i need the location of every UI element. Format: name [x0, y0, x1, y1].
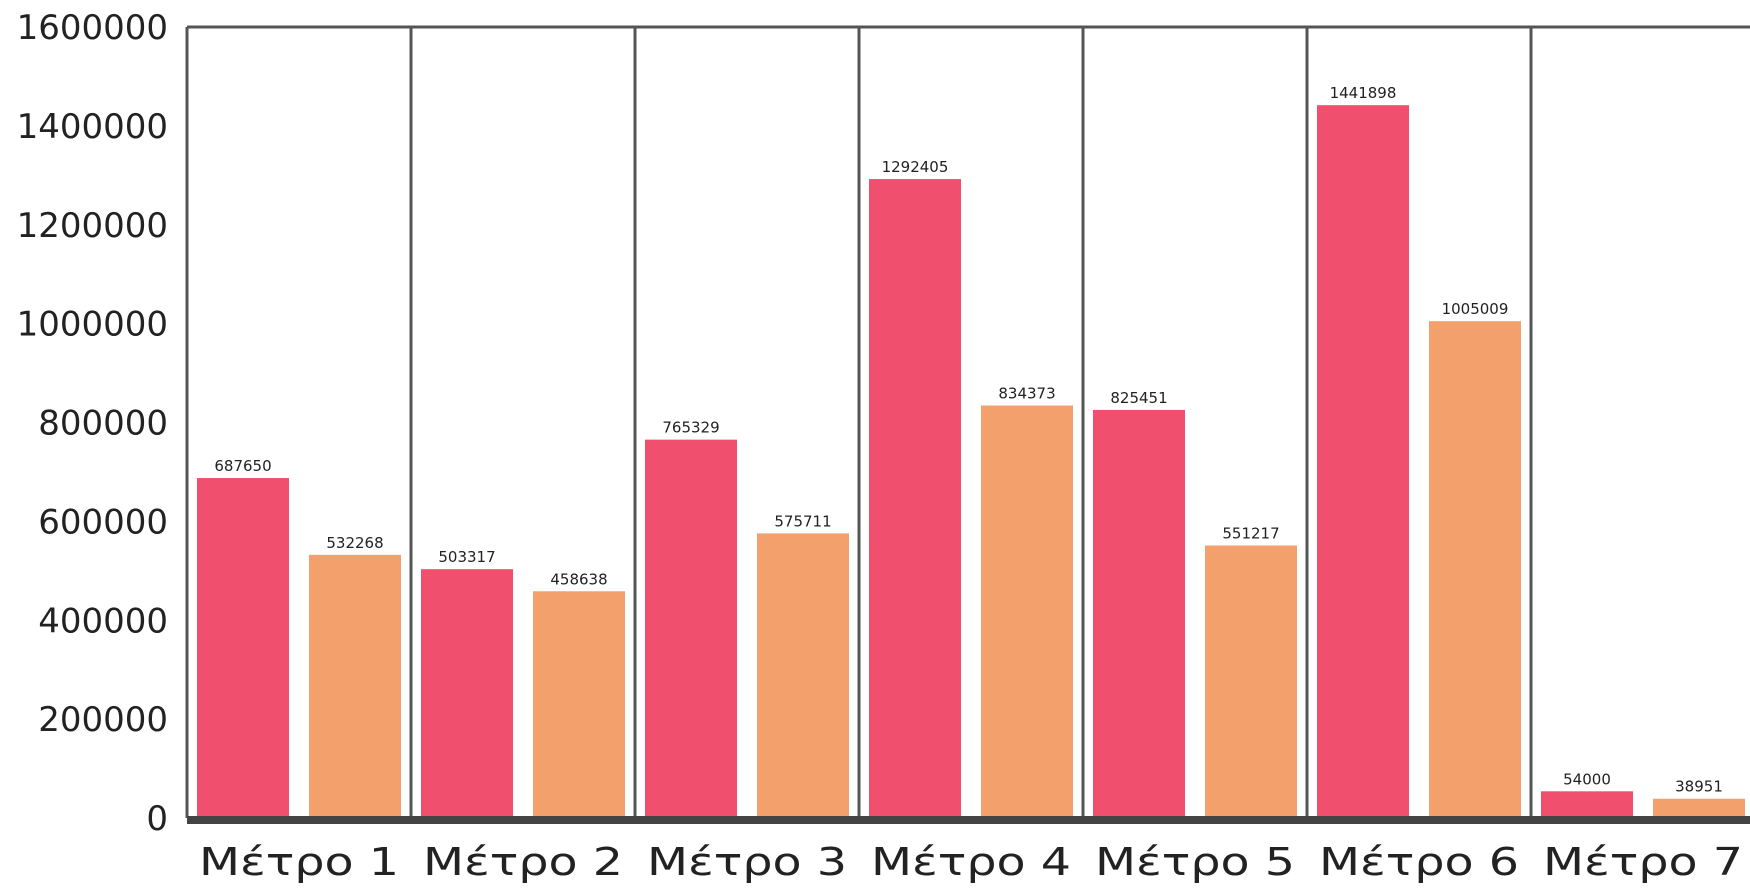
data-label: 1441898 — [1330, 84, 1397, 102]
y-tick-label: 600000 — [38, 502, 168, 542]
y-tick-label: 800000 — [38, 404, 168, 444]
bar — [1205, 545, 1297, 818]
bar — [421, 569, 513, 818]
bar — [757, 533, 849, 818]
y-tick-label: 1600000 — [17, 8, 168, 48]
data-label: 551217 — [1222, 524, 1279, 542]
y-tick-label: 1200000 — [17, 206, 168, 246]
bar — [869, 179, 961, 819]
x-axis-baseline — [187, 816, 1750, 824]
data-label: 54000 — [1563, 770, 1611, 788]
bar — [309, 554, 401, 818]
y-tick-label: 200000 — [38, 700, 168, 740]
data-label: 765329 — [662, 419, 719, 437]
bar — [1429, 321, 1521, 818]
bar — [1653, 798, 1745, 818]
x-tick-label: Μέτρο 2 — [423, 840, 623, 884]
bar — [1317, 105, 1409, 818]
x-tick-label: Μέτρο 6 — [1319, 840, 1519, 884]
y-tick-label: 0 — [146, 799, 168, 839]
data-label: 38951 — [1675, 778, 1723, 796]
bar — [533, 591, 625, 818]
data-label: 687650 — [214, 457, 271, 475]
y-tick-label: 1000000 — [17, 305, 168, 345]
data-label: 1005009 — [1442, 300, 1509, 318]
bar — [1541, 791, 1633, 818]
data-label: 575711 — [774, 512, 831, 530]
bar — [645, 439, 737, 818]
x-tick-label: Μέτρο 3 — [647, 840, 847, 884]
y-tick-label: 400000 — [38, 601, 168, 641]
data-label: 458638 — [550, 570, 607, 588]
x-tick-label: Μέτρο 5 — [1095, 840, 1295, 884]
bar — [1093, 409, 1185, 818]
x-tick-label: Μέτρο 4 — [871, 840, 1071, 884]
y-tick-label: 1400000 — [17, 107, 168, 147]
x-tick-label: Μέτρο 1 — [199, 840, 399, 884]
data-label: 1292405 — [882, 158, 949, 176]
data-label: 503317 — [438, 548, 495, 566]
bar — [981, 405, 1073, 818]
data-label: 532268 — [326, 534, 383, 552]
data-label: 825451 — [1110, 389, 1167, 407]
data-label: 834373 — [998, 385, 1055, 403]
x-tick-label: Μέτρο 7 — [1543, 840, 1743, 884]
bar — [197, 478, 289, 818]
